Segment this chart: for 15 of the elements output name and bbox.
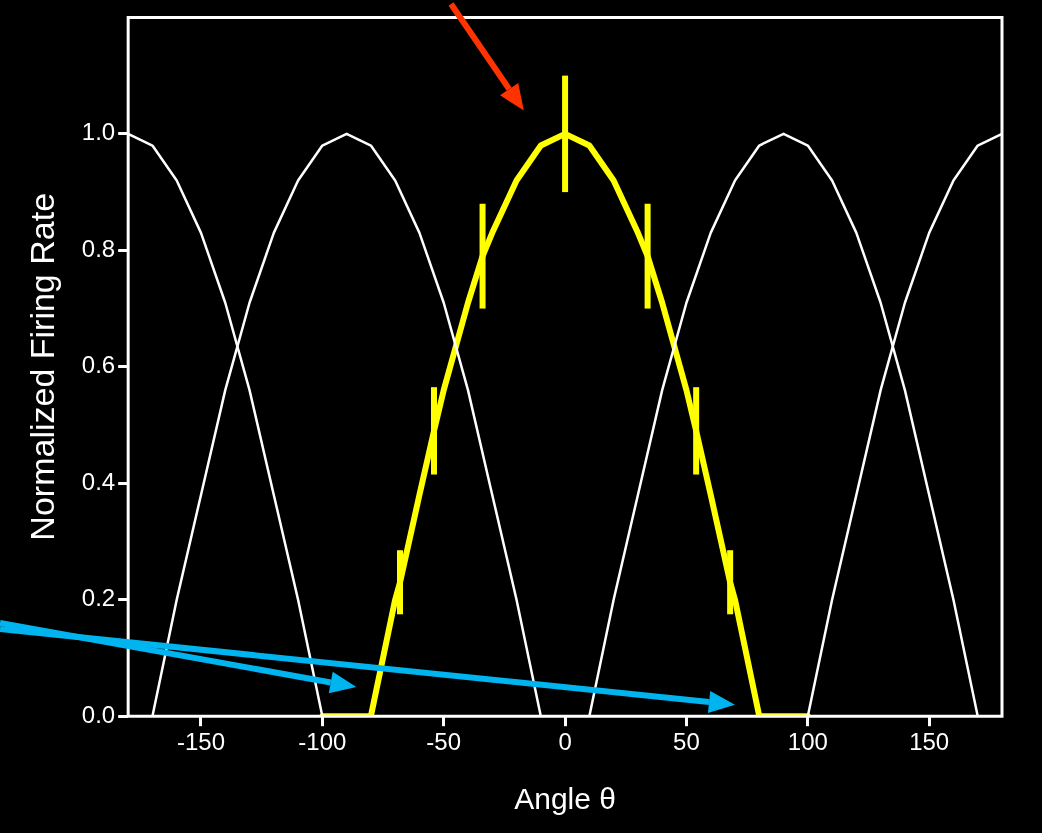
y-axis-title: Normalized Firing Rate [22, 192, 61, 541]
y-tick-label: 0.6 [81, 351, 116, 379]
x-tick-label: -50 [426, 728, 462, 756]
y-tick-label: 1.0 [81, 118, 116, 146]
y-tick-label: 0.8 [81, 234, 116, 262]
y-tick-label: 0.2 [81, 584, 116, 612]
y-tick-label: 0.4 [81, 467, 116, 495]
x-tick-label: -150 [176, 728, 226, 756]
x-tick-label: 0 [558, 728, 572, 756]
x-tick-label: 100 [787, 728, 828, 756]
x-tick-label: 150 [909, 728, 950, 756]
x-axis-title: Angle θ [514, 782, 616, 816]
x-tick-label: -100 [298, 728, 347, 756]
x-tick-label: 50 [673, 728, 700, 756]
y-tick-label: 0.0 [81, 700, 116, 728]
